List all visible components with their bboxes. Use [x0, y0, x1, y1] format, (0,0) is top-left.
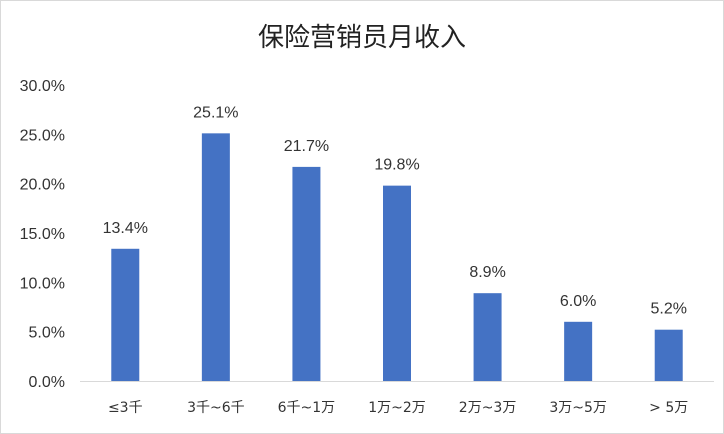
- y-tick-label: 0.0%: [29, 374, 65, 391]
- y-tick-label: 10.0%: [20, 275, 65, 292]
- x-tick-label: 1万~2万: [368, 400, 426, 416]
- bar: [473, 293, 502, 381]
- y-tick-label: 5.0%: [29, 325, 65, 342]
- x-tick-label: > 5万: [649, 400, 688, 416]
- chart-title: 保险营销员月收入: [257, 23, 466, 53]
- x-tick-label: ≤3千: [108, 400, 143, 416]
- bar: [111, 248, 140, 381]
- y-tick-label: 25.0%: [20, 127, 65, 144]
- x-axis: ≤3千 3千~6千 6千~1万 1万~2万 2万~3万 3万~5万 > 5万: [80, 381, 714, 416]
- x-tick-label: 3万~5万: [549, 400, 607, 416]
- data-label: 25.1%: [193, 104, 238, 121]
- bar: [564, 321, 593, 381]
- bar: [201, 133, 230, 381]
- bar: [292, 166, 321, 381]
- y-tick-label: 15.0%: [20, 226, 65, 243]
- data-label: 5.2%: [650, 301, 686, 318]
- data-label: 19.8%: [374, 157, 419, 174]
- bars: [111, 133, 683, 381]
- x-tick-label: 2万~3万: [459, 400, 517, 416]
- data-label: 13.4%: [103, 220, 148, 237]
- y-tick-label: 30.0%: [20, 78, 65, 95]
- data-labels: 13.4% 25.1% 21.7% 19.8% 8.9% 6.0% 5.2%: [103, 104, 687, 317]
- data-label: 8.9%: [469, 264, 505, 281]
- x-tick-label: 6千~1万: [278, 400, 336, 416]
- bar: [383, 185, 411, 381]
- data-label: 21.7%: [284, 138, 329, 155]
- data-label: 6.0%: [560, 293, 596, 310]
- y-tick-label: 20.0%: [20, 177, 65, 194]
- y-axis: 0.0% 5.0% 10.0% 15.0% 20.0% 25.0% 30.0%: [20, 78, 65, 391]
- bar: [654, 329, 683, 381]
- x-tick-label: 3千~6千: [187, 400, 245, 416]
